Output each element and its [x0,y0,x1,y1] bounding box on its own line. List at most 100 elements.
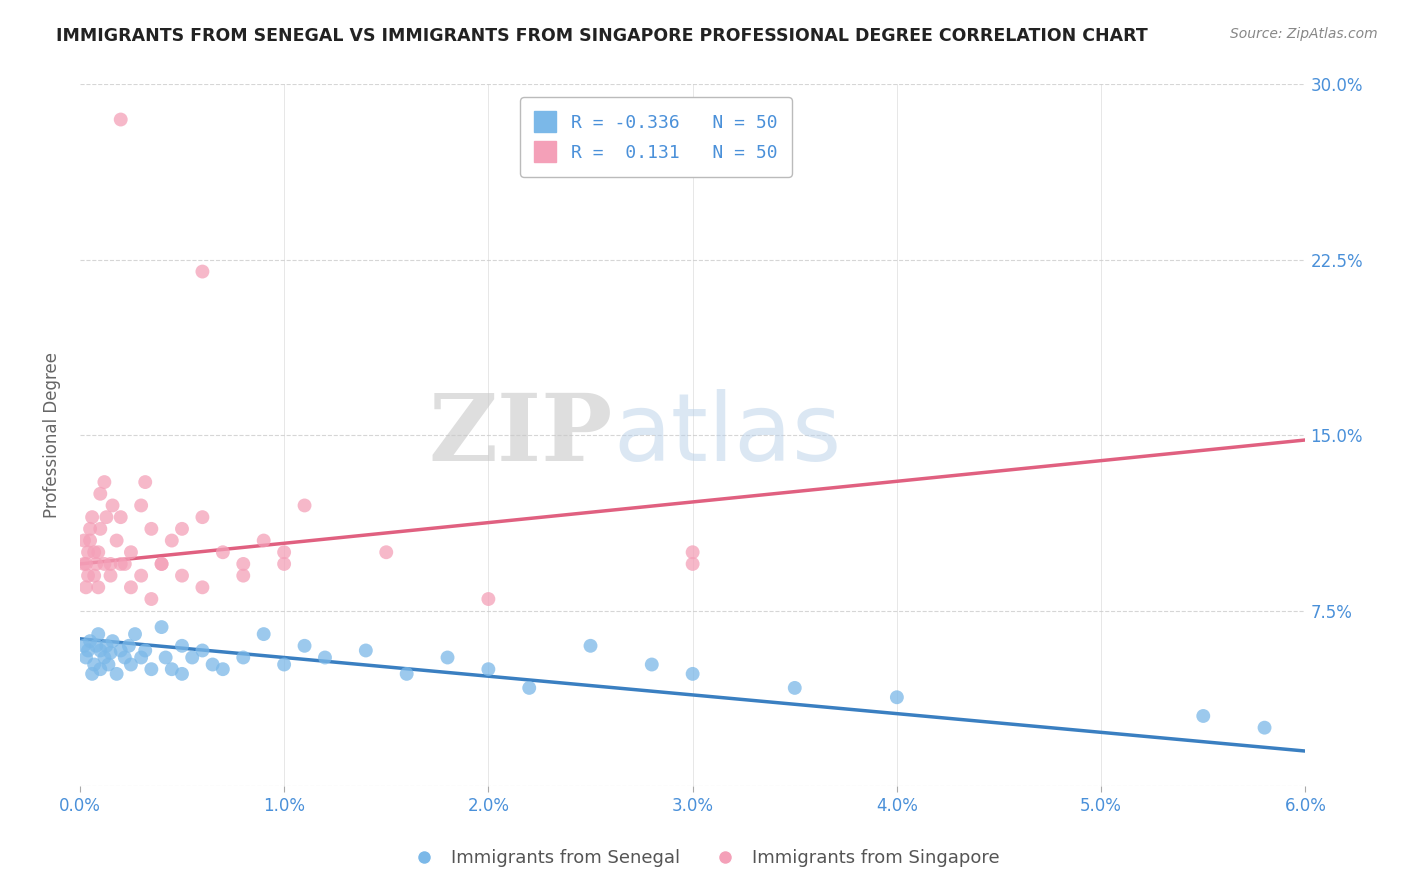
Point [232,568,254,582]
Point [89,487,111,501]
Point [110,557,132,571]
Point [150,557,173,571]
Point [641,657,664,672]
Point [75,650,97,665]
Point [100,646,122,660]
Point [150,557,173,571]
Point [89,643,111,657]
Point [77,545,100,559]
Point [100,568,122,582]
Point [273,557,295,571]
Point [141,662,163,676]
Point [141,592,163,607]
Point [84,557,107,571]
Point [73,557,96,571]
Point [253,533,276,548]
Point [134,643,156,657]
Point [211,545,233,559]
Point [477,662,499,676]
Point [73,639,96,653]
Point [517,681,540,695]
Point [79,533,101,548]
Point [253,627,276,641]
Point [682,557,704,571]
Point [191,264,214,278]
Point [375,545,398,559]
Point [93,475,115,489]
Point [232,557,254,571]
Point [75,557,97,571]
Text: IMMIGRANTS FROM SENEGAL VS IMMIGRANTS FROM SINGAPORE PROFESSIONAL DEGREE CORRELA: IMMIGRANTS FROM SENEGAL VS IMMIGRANTS FR… [56,27,1147,45]
Point [114,650,136,665]
Point [79,634,101,648]
Point [141,522,163,536]
Point [83,545,105,559]
Point [114,557,136,571]
Point [150,620,173,634]
Point [134,475,156,489]
Point [87,580,110,594]
Point [120,545,142,559]
Text: ZIP: ZIP [429,391,613,480]
Point [181,650,204,665]
Point [120,580,142,594]
Point [124,627,146,641]
Point [118,639,141,653]
Point [477,592,499,607]
Point [110,510,132,524]
Legend: R = -0.336   N = 50, R =  0.131   N = 50: R = -0.336 N = 50, R = 0.131 N = 50 [520,97,792,177]
Point [1253,721,1275,735]
Point [120,657,142,672]
Point [314,650,336,665]
Point [191,580,214,594]
Point [191,643,214,657]
Point [129,650,152,665]
Point [170,666,193,681]
Point [160,662,183,676]
Point [105,666,128,681]
Point [100,557,122,571]
Point [155,650,177,665]
Point [129,568,152,582]
Point [436,650,458,665]
Point [83,568,105,582]
Point [73,533,96,548]
Point [294,639,316,653]
Point [783,681,806,695]
Point [294,499,316,513]
Point [129,499,152,513]
Point [79,522,101,536]
Point [682,545,704,559]
Point [93,557,115,571]
Point [273,657,295,672]
Point [96,510,118,524]
Point [232,650,254,665]
Point [191,510,214,524]
Point [87,627,110,641]
Point [579,639,602,653]
Point [160,533,183,548]
Point [82,666,104,681]
Point [84,639,107,653]
Point [101,499,124,513]
Point [682,666,704,681]
Point [170,639,193,653]
Point [170,568,193,582]
Point [75,580,97,594]
Point [110,643,132,657]
Point [96,639,118,653]
Y-axis label: Professional Degree: Professional Degree [44,352,60,518]
Point [83,657,105,672]
Point [354,643,377,657]
Point [87,545,110,559]
Point [82,510,104,524]
Point [89,522,111,536]
Point [201,657,224,672]
Point [77,643,100,657]
Point [886,690,908,705]
Point [395,666,418,681]
Legend: Immigrants from Senegal, Immigrants from Singapore: Immigrants from Senegal, Immigrants from… [399,842,1007,874]
Point [110,112,132,127]
Point [170,522,193,536]
Point [77,568,100,582]
